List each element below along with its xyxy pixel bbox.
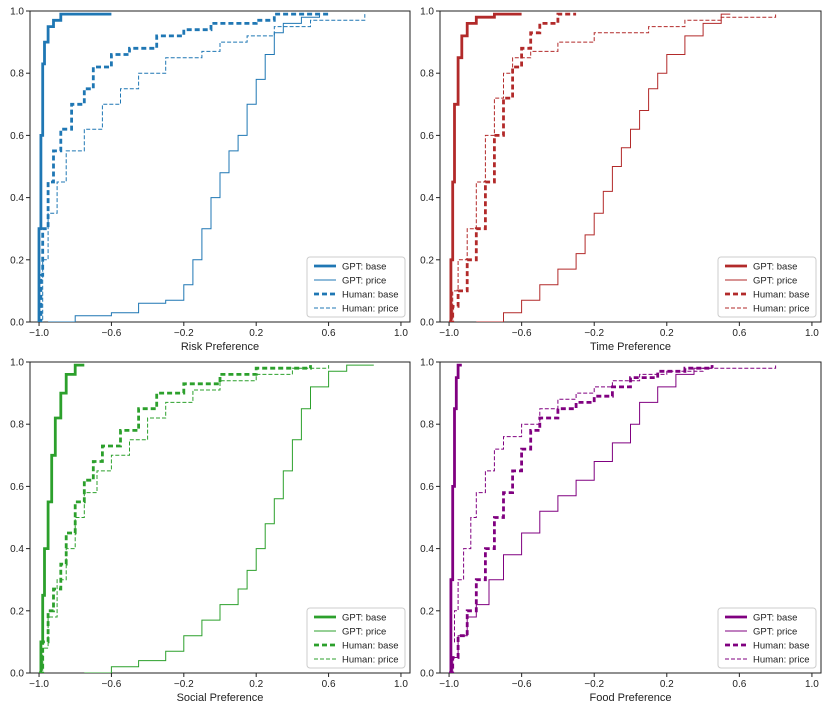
food-preference-xtick-label: 1.0 — [805, 679, 819, 690]
time-preference-legend — [717, 256, 817, 318]
food-preference-legend-label: Human: price — [753, 655, 810, 666]
time-preference-ytick-label: 0.6 — [420, 131, 434, 142]
risk-preference-series-human-base — [39, 12, 329, 322]
risk-preference-legend-label: Human: base — [342, 290, 399, 301]
social-preference-series-human-base — [39, 365, 312, 673]
social-preference-ytick-label: 0.6 — [10, 482, 24, 493]
time-preference-ytick-label: 0.4 — [420, 193, 434, 204]
risk-preference-xtick-label: −1.0 — [29, 328, 49, 339]
time-preference-ytick-label: 0.8 — [420, 69, 434, 80]
food-preference-xtick-label: 0.2 — [660, 679, 674, 690]
time-preference-legend-label: GPT: base — [753, 262, 797, 273]
time-preference-xtick-label: −1.0 — [439, 328, 459, 339]
social-preference-axes-frame — [29, 361, 411, 674]
time-preference-panel: −1.0 −0.6 −0.2 0.2 0.6 1.0 0.0 0.2 0.4 0.6 0.8 1.0 T… — [420, 7, 822, 353]
social-preference-ytick-label: 1.0 — [10, 358, 24, 369]
time-preference-axes-frame — [439, 10, 822, 323]
food-preference-xtick-label: −0.2 — [584, 679, 604, 690]
food-preference-ytick-label: 0.2 — [420, 606, 434, 617]
time-preference-xtick-label: 1.0 — [805, 328, 819, 339]
food-preference-xlabel: Food Preference — [590, 692, 672, 704]
food-preference-xtick-label: −1.0 — [439, 679, 459, 690]
social-preference-legend-label: GPT: price — [342, 627, 386, 638]
risk-preference-legend-label: GPT: price — [342, 276, 386, 287]
food-preference-legend-label: GPT: base — [753, 613, 797, 624]
risk-preference-series-human-price — [39, 14, 366, 322]
social-preference-xtick-label: 0.2 — [249, 679, 263, 690]
time-preference-series-gpt-price — [476, 13, 731, 322]
food-preference-ytick-label: 1.0 — [420, 358, 434, 369]
time-preference-ytick-label: 0.2 — [420, 255, 434, 266]
food-preference-xtick-label: 0.6 — [732, 679, 746, 690]
social-preference-xtick-label: 0.6 — [322, 679, 336, 690]
food-preference-ytick-label: 0.8 — [420, 420, 434, 431]
food-preference-series-gpt-base — [449, 363, 462, 673]
risk-preference-series-gpt-price — [48, 14, 320, 322]
risk-preference-xtick-label: 1.0 — [394, 328, 408, 339]
risk-preference-ytick-label: 0.0 — [10, 318, 24, 329]
food-preference-legend-label: GPT: price — [753, 627, 797, 638]
social-preference-series-human-price — [39, 365, 330, 673]
time-preference-xtick-label: 0.6 — [732, 328, 746, 339]
risk-preference-ytick-label: 1.0 — [10, 7, 24, 18]
time-preference-series-gpt-base — [449, 12, 522, 322]
time-preference-legend-label: Human: price — [753, 304, 810, 315]
time-preference-ytick-label: 0.0 — [420, 318, 434, 329]
time-preference-xtick-label: 0.2 — [660, 328, 674, 339]
social-preference-xtick-label: −0.6 — [102, 679, 122, 690]
social-preference-xtick-label: 1.0 — [394, 679, 408, 690]
food-preference-series-gpt-price — [449, 365, 713, 673]
food-preference-ytick-label: 0.0 — [420, 669, 434, 680]
risk-preference-axes-frame — [29, 10, 411, 323]
social-preference-legend — [306, 607, 406, 669]
social-preference-ytick-label: 0.0 — [10, 669, 24, 680]
risk-preference-xlabel: Risk Preference — [181, 341, 259, 353]
risk-preference-ytick-label: 0.2 — [10, 255, 24, 266]
risk-preference-legend-label: Human: price — [342, 304, 399, 315]
social-preference-ytick-label: 0.2 — [10, 606, 24, 617]
risk-preference-ytick-label: 0.4 — [10, 193, 24, 204]
food-preference-series-human-price — [449, 365, 777, 673]
social-preference-xtick-label: −1.0 — [29, 679, 49, 690]
risk-preference-legend-label: GPT: base — [342, 262, 386, 273]
risk-preference-ytick-label: 0.6 — [10, 131, 24, 142]
time-preference-series-human-price — [449, 14, 777, 322]
social-preference-legend-label: Human: price — [342, 655, 399, 666]
social-preference-ytick-label: 0.8 — [10, 420, 24, 431]
time-preference-legend-label: Human: base — [753, 290, 810, 301]
social-preference-legend-label: Human: base — [342, 641, 399, 652]
social-preference-xlabel: Social Preference — [177, 692, 264, 704]
time-preference-series-human-base — [449, 12, 577, 322]
social-preference-ytick-label: 0.4 — [10, 544, 24, 555]
food-preference-legend — [717, 607, 817, 669]
food-preference-xtick-label: −0.6 — [512, 679, 532, 690]
food-preference-axes-frame — [439, 361, 822, 674]
social-preference-legend-label: GPT: base — [342, 613, 386, 624]
time-preference-legend-label: GPT: price — [753, 276, 797, 287]
time-preference-xtick-label: −0.2 — [584, 328, 604, 339]
social-preference-xtick-label: −0.2 — [174, 679, 194, 690]
risk-preference-xtick-label: −0.2 — [174, 328, 194, 339]
social-preference-series-gpt-base — [39, 363, 85, 673]
risk-preference-panel: −1.0 −0.6 −0.2 0.2 0.6 1.0 0.0 0.2 0.4 0.6 0.8 1.0 R… — [10, 7, 411, 353]
time-preference-xtick-label: −0.6 — [512, 328, 532, 339]
food-preference-ytick-label: 0.6 — [420, 482, 434, 493]
risk-preference-legend — [306, 256, 406, 318]
food-preference-panel: −1.0 −0.6 −0.2 0.2 0.6 1.0 0.0 0.2 0.4 0.6 0.8 1.0 F… — [420, 358, 822, 704]
social-preference-panel: −1.0 −0.6 −0.2 0.2 0.6 1.0 0.0 0.2 0.4 0.6 0.8 1.0 S… — [10, 358, 411, 704]
risk-preference-xtick-label: −0.6 — [102, 328, 122, 339]
risk-preference-xtick-label: 0.2 — [249, 328, 263, 339]
food-preference-ytick-label: 0.4 — [420, 544, 434, 555]
risk-preference-xtick-label: 0.6 — [322, 328, 336, 339]
time-preference-xlabel: Time Preference — [590, 341, 671, 353]
time-preference-ytick-label: 1.0 — [420, 7, 434, 18]
food-preference-series-human-base — [449, 365, 714, 673]
food-preference-legend-label: Human: base — [753, 641, 810, 652]
social-preference-series-gpt-price — [84, 364, 374, 673]
risk-preference-ytick-label: 0.8 — [10, 69, 24, 80]
risk-preference-series-gpt-base — [37, 12, 112, 322]
